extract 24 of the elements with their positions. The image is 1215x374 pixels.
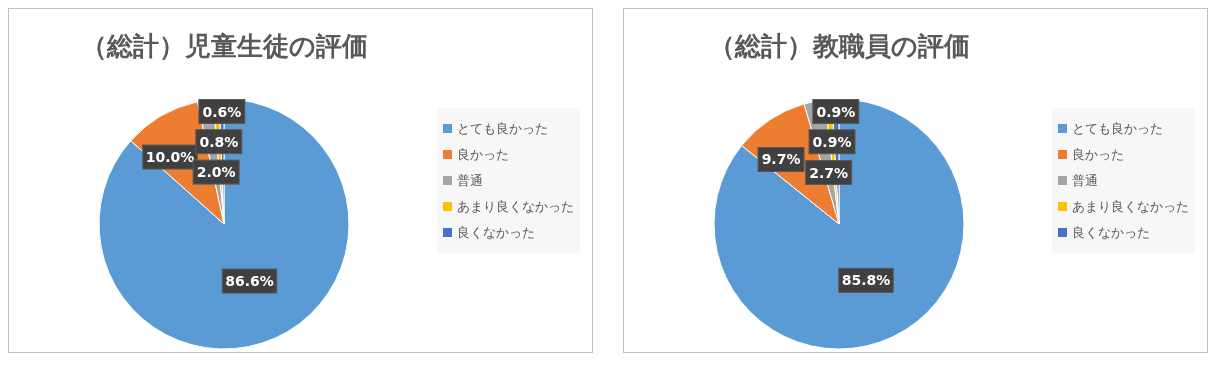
legend-label: あまり良くなかった <box>457 197 574 216</box>
pie-slice <box>713 98 965 350</box>
data-label: 86.6% <box>225 273 274 290</box>
legend-label: 普通 <box>457 171 483 190</box>
pie-slice <box>98 98 350 350</box>
legend-label: 良かった <box>1072 145 1124 164</box>
legend-label: 普通 <box>1072 171 1098 190</box>
legend-label: 良くなかった <box>1072 223 1150 242</box>
chart-title: （総計）児童生徒の評価 <box>79 30 369 63</box>
legend-label: あまり良くなかった <box>1072 197 1189 216</box>
legend-label: 良かった <box>457 145 509 164</box>
data-label: 10.0% <box>145 149 195 166</box>
data-label: 2.7% <box>809 164 849 181</box>
legend-label: とても良かった <box>1072 119 1163 138</box>
legend-label: 良くなかった <box>457 223 535 242</box>
data-label: 9.7% <box>761 151 801 168</box>
legend-label: とても良かった <box>457 119 548 138</box>
data-label: 0.6% <box>202 103 242 120</box>
data-label: 85.8% <box>841 272 891 289</box>
data-label: 2.0% <box>196 164 236 181</box>
data-label: 0.9% <box>816 103 856 120</box>
chart-title: （総計）教職員の評価 <box>707 30 971 63</box>
data-label: 0.9% <box>812 133 852 150</box>
data-label: 0.8% <box>199 133 239 150</box>
